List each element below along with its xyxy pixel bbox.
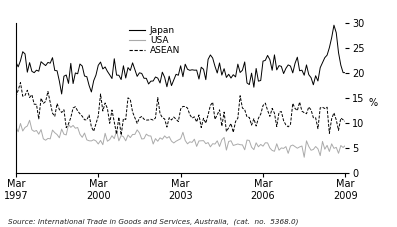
Y-axis label: %: % bbox=[368, 98, 378, 108]
Text: Source: International Trade in Goods and Services, Australia,  (cat.  no.  5368.: Source: International Trade in Goods and… bbox=[8, 218, 299, 225]
Legend: Japan, USA, ASEAN: Japan, USA, ASEAN bbox=[129, 26, 180, 55]
